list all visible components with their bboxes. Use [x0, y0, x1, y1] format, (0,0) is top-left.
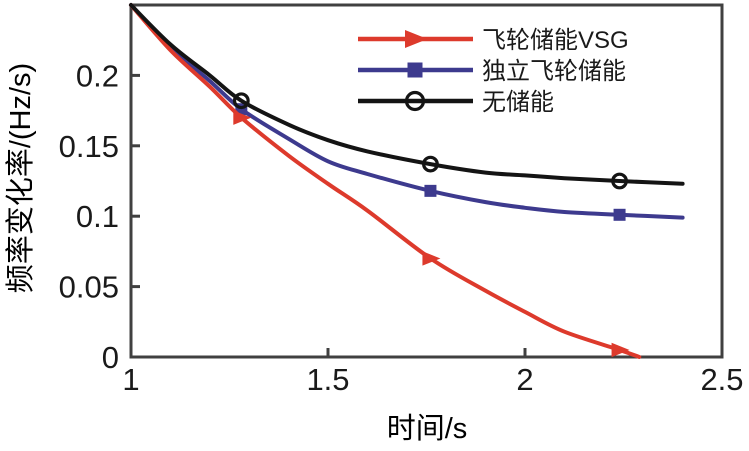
y-tick-label: 0.15 [59, 129, 119, 164]
series-marker-flywheel-vsg [611, 342, 630, 358]
series-line-flywheel-vsg [129, 3, 642, 359]
legend-label-flywheel-vsg: 飞轮储能VSG [482, 27, 629, 54]
legend-label-no-storage: 无储能 [482, 89, 554, 116]
y-tick-label: 0 [102, 340, 119, 375]
x-tick-label: 2 [516, 362, 533, 397]
series-marker-flywheel-vsg [233, 110, 252, 125]
y-tick-label: 0.1 [76, 199, 119, 234]
x-axis-label: 时间/s [387, 412, 468, 445]
y-axis-label: 频率变化率/(Hz/s) [4, 63, 37, 293]
series-marker-standalone-flywheel [424, 184, 437, 197]
legend-marker-flywheel-vsg [405, 30, 428, 48]
series-marker-no-storage [611, 172, 628, 190]
legend-marker-standalone-flywheel [407, 62, 423, 78]
series-marker-no-storage [232, 92, 250, 110]
series-line-standalone-flywheel [129, 3, 685, 220]
legend-label-standalone-flywheel: 独立飞轮储能 [482, 58, 626, 85]
legend-marker-no-storage [404, 90, 426, 112]
x-tick-label: 2.5 [700, 362, 743, 397]
x-tick-label: 1.5 [306, 362, 349, 397]
plot-border [129, 3, 724, 359]
plot-area: 0 0.05 0.1 0.15 0.2 1 1.5 2 2.5 [59, 3, 744, 397]
series-marker-flywheel-vsg [422, 251, 441, 266]
x-tick-label: 1 [122, 362, 139, 397]
y-tick-label: 0.05 [59, 270, 119, 305]
series-line-no-storage [129, 3, 685, 186]
y-tick-label: 0.2 [76, 58, 119, 93]
series-marker-no-storage [422, 155, 439, 173]
series-marker-standalone-flywheel [613, 208, 626, 221]
